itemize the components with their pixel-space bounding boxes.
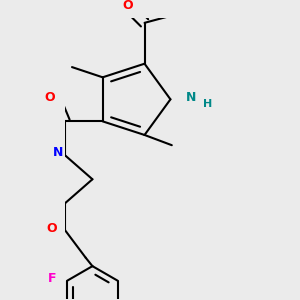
Text: F: F xyxy=(48,272,56,285)
Text: O: O xyxy=(122,0,133,12)
Text: O: O xyxy=(46,222,57,235)
Text: N: N xyxy=(186,91,196,104)
Text: O: O xyxy=(44,91,55,104)
Text: N: N xyxy=(53,146,64,158)
Text: H: H xyxy=(203,99,212,110)
